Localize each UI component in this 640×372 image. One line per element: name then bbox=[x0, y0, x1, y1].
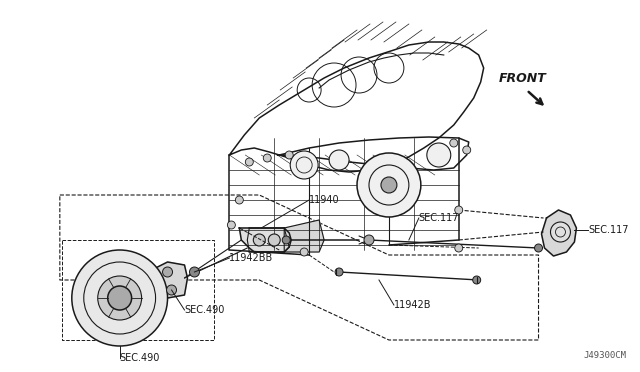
Circle shape bbox=[427, 143, 451, 167]
Text: SEC.117: SEC.117 bbox=[419, 213, 460, 223]
Circle shape bbox=[550, 222, 570, 242]
Circle shape bbox=[473, 276, 481, 284]
Circle shape bbox=[450, 139, 458, 147]
Text: 11942B: 11942B bbox=[394, 300, 431, 310]
Circle shape bbox=[455, 244, 463, 252]
Circle shape bbox=[268, 234, 280, 246]
Circle shape bbox=[329, 150, 349, 170]
Text: FRONT: FRONT bbox=[499, 71, 547, 84]
Circle shape bbox=[227, 221, 236, 229]
Circle shape bbox=[282, 236, 290, 244]
Circle shape bbox=[455, 206, 463, 214]
Circle shape bbox=[534, 244, 543, 252]
Polygon shape bbox=[145, 262, 188, 298]
Text: 11940: 11940 bbox=[309, 195, 340, 205]
Circle shape bbox=[189, 267, 200, 277]
Circle shape bbox=[166, 285, 177, 295]
Circle shape bbox=[72, 250, 168, 346]
Circle shape bbox=[108, 286, 132, 310]
Circle shape bbox=[290, 151, 318, 179]
Circle shape bbox=[163, 267, 173, 277]
Circle shape bbox=[364, 235, 374, 245]
Circle shape bbox=[98, 276, 141, 320]
Polygon shape bbox=[239, 228, 291, 252]
Circle shape bbox=[236, 196, 243, 204]
Text: SEC.490: SEC.490 bbox=[184, 305, 225, 315]
Polygon shape bbox=[284, 220, 324, 252]
Circle shape bbox=[335, 268, 343, 276]
Circle shape bbox=[263, 154, 271, 162]
Polygon shape bbox=[541, 210, 577, 256]
Circle shape bbox=[381, 177, 397, 193]
Circle shape bbox=[357, 153, 421, 217]
Text: SEC.117: SEC.117 bbox=[588, 225, 629, 235]
Circle shape bbox=[463, 146, 470, 154]
Text: J49300CM: J49300CM bbox=[583, 351, 627, 360]
Circle shape bbox=[300, 248, 308, 256]
Circle shape bbox=[253, 234, 265, 246]
Text: SEC.490: SEC.490 bbox=[120, 353, 160, 363]
Circle shape bbox=[285, 151, 293, 159]
Text: 11942BB: 11942BB bbox=[229, 253, 274, 263]
Circle shape bbox=[245, 158, 253, 166]
